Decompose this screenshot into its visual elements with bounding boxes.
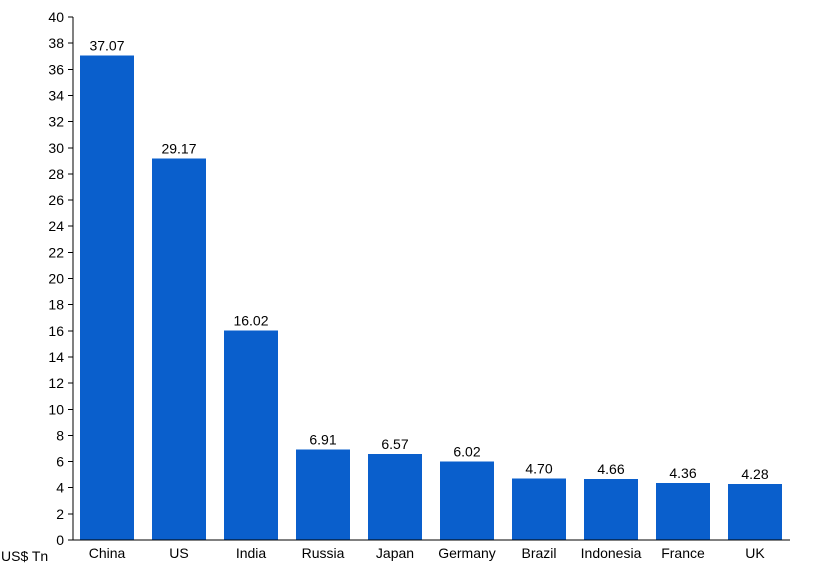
x-axis-labels: China US India Russia Japan Germany Brazil Indo… xyxy=(89,545,766,561)
y-tick-label: 26 xyxy=(48,192,64,208)
data-label: 4.70 xyxy=(525,461,552,477)
bar-us xyxy=(152,158,206,541)
y-tick-label: 0 xyxy=(56,532,64,548)
bar-japan xyxy=(368,454,422,540)
bar-uk xyxy=(728,484,782,540)
data-label: 16.02 xyxy=(233,313,268,329)
y-tick-label: 30 xyxy=(48,140,64,156)
bar-france xyxy=(656,482,710,540)
y-tick-label: 32 xyxy=(48,114,64,130)
y-tick-label: 34 xyxy=(48,87,64,103)
y-tick-label: 40 xyxy=(48,9,64,25)
y-tick-label: 20 xyxy=(48,271,64,287)
x-category-label: Indonesia xyxy=(581,545,642,561)
bar-india xyxy=(224,330,278,540)
y-tick-label: 8 xyxy=(56,427,64,443)
y-axis-unit-label: US$ Tn xyxy=(1,548,48,563)
x-category-label: Germany xyxy=(438,545,496,561)
y-tick-label: 2 xyxy=(56,506,64,522)
y-tick-label: 4 xyxy=(56,480,64,496)
y-tick-label: 12 xyxy=(48,375,64,391)
x-category-label: Russia xyxy=(302,545,345,561)
y-tick-label: 24 xyxy=(48,218,64,234)
bars xyxy=(80,55,782,541)
x-category-label: Brazil xyxy=(521,545,556,561)
y-tick-label: 28 xyxy=(48,166,64,182)
y-tick-label: 16 xyxy=(48,323,64,339)
data-labels: 37.07 29.17 16.02 6.91 6.57 6.02 4.70 4.66 4.36 4… xyxy=(89,37,768,482)
y-tick-label: 38 xyxy=(48,35,64,51)
y-tick-label: 6 xyxy=(56,454,64,470)
bar-germany xyxy=(440,461,494,540)
data-label: 29.17 xyxy=(161,141,196,157)
x-category-label: UK xyxy=(745,545,765,561)
x-category-label: China xyxy=(89,545,126,561)
data-label: 6.91 xyxy=(309,432,336,448)
data-label: 4.66 xyxy=(597,461,624,477)
x-category-label: US xyxy=(169,545,188,561)
x-category-label: Japan xyxy=(376,545,414,561)
bar-china xyxy=(80,55,134,540)
y-tick-label: 14 xyxy=(48,349,64,365)
y-tick-label: 36 xyxy=(48,61,64,77)
data-label: 4.36 xyxy=(669,465,696,481)
data-label: 4.28 xyxy=(741,466,768,482)
bar-russia xyxy=(296,449,350,540)
bar-indonesia xyxy=(584,479,638,540)
x-category-label: India xyxy=(236,545,267,561)
y-tick-label: 10 xyxy=(48,401,64,417)
bar-brazil xyxy=(512,478,566,540)
data-label: 6.02 xyxy=(453,443,480,459)
data-label: 37.07 xyxy=(89,37,124,53)
data-label: 6.57 xyxy=(381,436,408,452)
y-tick-label: 22 xyxy=(48,244,64,260)
x-category-label: France xyxy=(661,545,705,561)
y-tick-label: 18 xyxy=(48,297,64,313)
